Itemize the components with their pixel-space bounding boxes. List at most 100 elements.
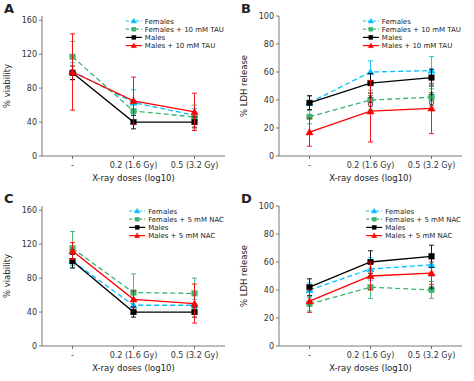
x-axis-label: X-ray doses (log10) (329, 363, 412, 373)
data-point (429, 254, 434, 259)
panel: D020406080100-0.2 (1.6 Gy)0.5 (3.2 Gy)X-… (239, 191, 462, 373)
data-point (429, 75, 434, 80)
plot-area (306, 245, 435, 312)
data-point (191, 300, 198, 306)
y-tick (276, 346, 279, 347)
y-tick (39, 346, 42, 347)
error-bar (131, 274, 136, 311)
data-point (191, 108, 198, 114)
data-point (130, 296, 137, 302)
x-tick-label: 0.5 (3.2 Gy) (408, 351, 456, 360)
annotation: O (368, 101, 374, 109)
error-bar (429, 89, 434, 106)
legend-label: Females + 5 mM NAC (148, 216, 224, 224)
legend-label: Males + 5 mM NAC (148, 232, 215, 240)
legend-item: Females (126, 18, 174, 26)
legend-item: Males + 5 mM NAC (366, 232, 452, 240)
x-tick (133, 156, 134, 159)
legend-marker (369, 35, 373, 39)
x-axis-label: X-ray doses (log10) (92, 363, 175, 373)
panel-title: D (241, 191, 252, 206)
legend-item: Females (129, 208, 177, 216)
data-point (307, 100, 312, 105)
x-tick-label: - (308, 161, 311, 170)
y-tick-label: 40 (27, 118, 37, 127)
series (306, 80, 435, 146)
y-tick-label: 60 (264, 258, 274, 267)
x-tick-label: 0.2 (1.6 Gy) (347, 351, 395, 360)
y-tick (276, 100, 279, 101)
y-tick-label: 160 (22, 16, 37, 25)
y-tick (276, 290, 279, 291)
y-tick-label: 160 (22, 206, 37, 215)
legend-marker (371, 208, 376, 213)
data-point (306, 99, 313, 105)
legend-label: Males (385, 224, 406, 232)
legend-item: Males + 5 mM NAC (129, 232, 215, 240)
x-tick-label: - (71, 351, 74, 360)
x-tick-label: 0.5 (3.2 Gy) (171, 161, 219, 170)
legend: FemalesFemales + 5 mM NACMalesMales + 5 … (366, 208, 461, 241)
legend-marker (368, 18, 373, 23)
x-tick (133, 346, 134, 349)
series (70, 231, 197, 311)
legend-label: Females (385, 208, 414, 216)
x-axis-label: X-ray doses (log10) (329, 173, 412, 183)
x-tick-label: 0.2 (1.6 Gy) (110, 351, 158, 360)
x-tick-label: - (308, 351, 311, 360)
legend-marker (372, 225, 376, 229)
data-point (130, 97, 137, 103)
series-line (73, 261, 195, 312)
x-tick (370, 156, 371, 159)
panel: B020406080100-0.2 (1.6 Gy)0.5 (3.2 Gy)X-… (239, 1, 462, 183)
chart-figure: A04080120160-0.2 (1.6 Gy)0.5 (3.2 Gy)X-r… (0, 0, 474, 381)
legend-item: Females (363, 18, 411, 26)
x-tick (431, 346, 432, 349)
legend-label: Females (148, 208, 177, 216)
y-axis-label: % viability (2, 254, 12, 298)
legend-label: Females (145, 18, 174, 26)
series (69, 242, 198, 323)
legend-marker (131, 43, 136, 48)
y-tick-label: 0 (269, 342, 274, 351)
y-axis-line (42, 206, 43, 346)
legend-label: Males + 10 mM TAU (145, 42, 215, 50)
x-tick-label: 0.2 (1.6 Gy) (110, 161, 158, 170)
legend-marker (134, 233, 139, 238)
legend-marker (132, 35, 136, 39)
legend-marker (368, 43, 373, 48)
annotation: * (429, 283, 435, 296)
legend-label: Males + 10 mM TAU (382, 42, 452, 50)
plot-area (69, 231, 198, 323)
legend-item: Females (366, 208, 414, 216)
legend-item: Males + 10 mM TAU (126, 42, 215, 50)
series (307, 245, 434, 295)
y-tick (39, 122, 42, 123)
error-bar (307, 96, 312, 110)
y-tick-label: 120 (22, 50, 37, 59)
data-point (131, 309, 136, 314)
y-tick (276, 234, 279, 235)
legend-label: Males (148, 224, 169, 232)
y-tick-label: 100 (259, 12, 274, 21)
y-tick-label: 40 (264, 96, 274, 105)
y-axis-label: % LDH release (239, 245, 249, 307)
y-tick-label: 40 (27, 308, 37, 317)
x-tick (309, 156, 310, 159)
y-tick (276, 206, 279, 207)
legend-marker (134, 208, 139, 213)
panel-title: B (241, 1, 251, 16)
y-tick-label: 20 (264, 124, 274, 133)
data-point (428, 270, 435, 276)
series-line (73, 251, 195, 304)
legend-marker (132, 27, 136, 31)
y-tick-label: 60 (264, 68, 274, 77)
x-tick (194, 346, 195, 349)
y-tick-label: 0 (269, 152, 274, 161)
y-tick-label: 100 (259, 202, 274, 211)
y-axis-line (279, 206, 280, 346)
y-tick-label: 0 (32, 342, 37, 351)
y-tick (39, 244, 42, 245)
panel-title: A (4, 1, 14, 16)
x-tick-label: - (71, 161, 74, 170)
